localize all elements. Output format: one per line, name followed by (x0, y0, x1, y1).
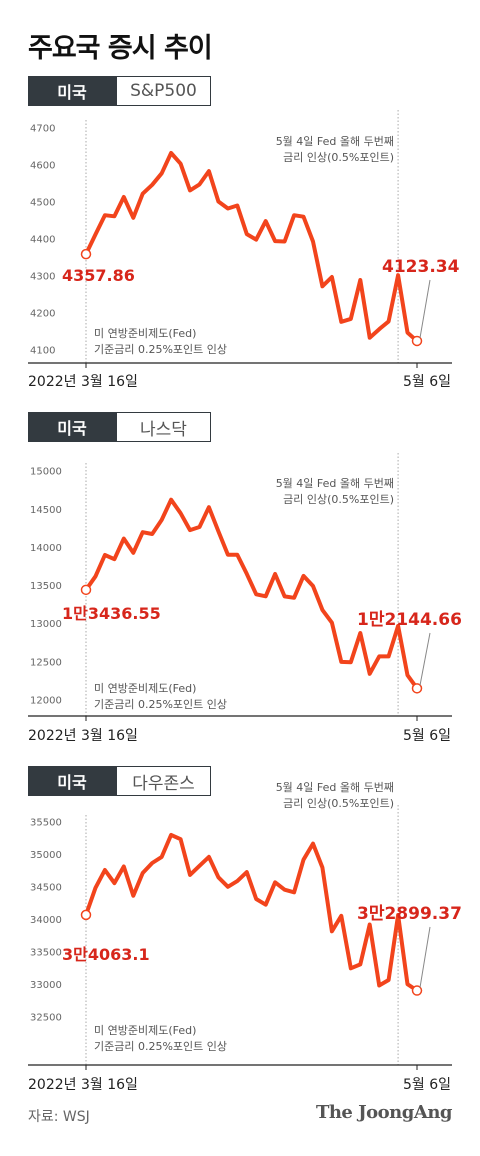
fed-hike-may-note: 5월 4일 Fed 올해 두번째 (276, 780, 394, 794)
index-label: 나스닥 (116, 412, 211, 442)
y-tick-label: 4500 (30, 197, 55, 208)
y-tick-label: 12000 (30, 695, 62, 706)
fed-hike-may-note: 금리 인상(0.5%포인트) (283, 797, 394, 810)
x-tick-label-end: 5월 6일 (403, 1077, 451, 1093)
y-tick-label: 15000 (30, 467, 62, 478)
end-label-leader (419, 279, 431, 339)
y-tick-label: 14500 (30, 505, 62, 516)
fed-hike-march-note: 기준금리 0.25%포인트 인상 (94, 1040, 227, 1053)
end-label-leader (419, 926, 431, 988)
page-title: 주요국 증시 추이 (28, 33, 213, 64)
country-label: 미국 (28, 412, 116, 442)
fed-hike-march-note: 미 연방준비제도(Fed) (94, 1024, 196, 1037)
fed-hike-may-note: 5월 4일 Fed 올해 두번째 (276, 134, 394, 148)
index-series-line (84, 151, 419, 343)
chart-tag: 미국 S&P500 (28, 76, 211, 106)
y-tick-label: 34000 (30, 915, 62, 926)
fed-hike-may-note: 금리 인상(0.5%포인트) (283, 493, 394, 506)
y-tick-label: 4100 (30, 346, 55, 357)
y-tick-label: 13000 (30, 619, 62, 630)
fed-hike-march-note: 미 연방준비제도(Fed) (94, 682, 196, 695)
end-value-label: 4123.34 (382, 257, 460, 277)
y-tick-label: 4300 (30, 272, 55, 283)
x-tick-label-end: 5월 6일 (403, 374, 451, 390)
index-series-line (84, 497, 419, 691)
y-tick-label: 4200 (30, 309, 55, 320)
y-tick-label: 12500 (30, 657, 62, 668)
source-note: 자료: WSJ (28, 1109, 90, 1125)
y-tick-label: 14000 (30, 543, 62, 554)
start-point-marker (80, 909, 92, 921)
fed-hike-may-note: 5월 4일 Fed 올해 두번째 (276, 476, 394, 490)
index-series-line (84, 832, 419, 993)
index-label: 다우존스 (116, 766, 211, 796)
x-tick-label-end: 5월 6일 (403, 728, 451, 744)
start-point-marker (80, 248, 92, 260)
publisher-logo: The JoongAng (315, 1102, 453, 1123)
start-value-label: 1만3436.55 (62, 604, 161, 623)
start-point-marker (80, 584, 92, 596)
y-tick-label: 32500 (30, 1013, 62, 1024)
x-tick-label-start: 2022년 3월 16일 (28, 374, 138, 390)
y-tick-label: 34500 (30, 883, 62, 894)
start-value-label: 3만4063.1 (62, 945, 150, 964)
y-tick-label: 33500 (30, 948, 62, 959)
end-point-marker (411, 335, 423, 347)
x-tick-label-start: 2022년 3월 16일 (28, 728, 138, 744)
y-tick-label: 4700 (30, 123, 55, 134)
y-tick-label: 4600 (30, 160, 55, 171)
y-tick-label: 35000 (30, 850, 62, 861)
end-point-marker (411, 683, 423, 694)
y-tick-label: 4400 (30, 235, 55, 246)
y-tick-label: 35500 (30, 818, 62, 829)
country-label: 미국 (28, 766, 116, 796)
end-point-marker (411, 985, 423, 996)
fed-hike-march-note: 기준금리 0.25%포인트 인상 (94, 698, 227, 711)
x-tick-label-start: 2022년 3월 16일 (28, 1077, 138, 1093)
index-label: S&P500 (116, 76, 211, 106)
end-label-leader (419, 632, 431, 686)
fed-hike-march-note: 기준금리 0.25%포인트 인상 (94, 343, 227, 356)
end-value-label: 3만2899.37 (357, 904, 462, 924)
fed-hike-march-note: 미 연방준비제도(Fed) (94, 327, 196, 340)
chart-tag: 미국 나스닥 (28, 412, 211, 442)
y-tick-label: 13500 (30, 581, 62, 592)
y-tick-label: 33000 (30, 980, 62, 991)
start-value-label: 4357.86 (62, 266, 135, 285)
chart-tag: 미국 다우존스 (28, 766, 211, 796)
end-value-label: 1만2144.66 (357, 610, 462, 630)
country-label: 미국 (28, 76, 116, 106)
fed-hike-may-note: 금리 인상(0.5%포인트) (283, 151, 394, 164)
